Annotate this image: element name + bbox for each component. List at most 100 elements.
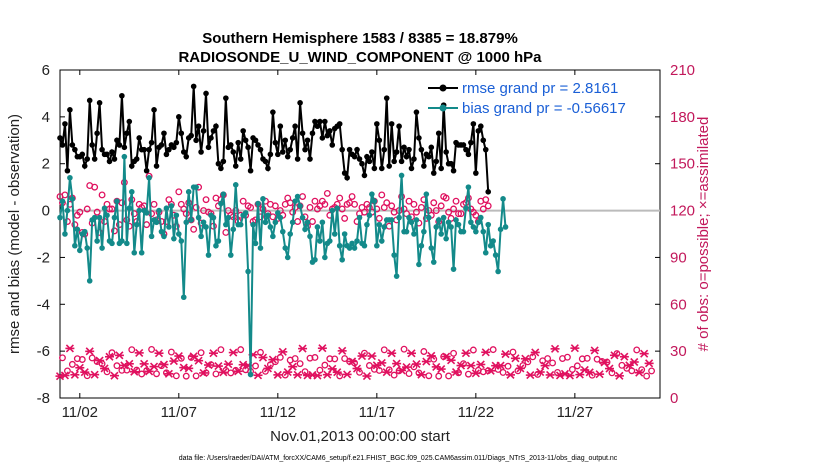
possible-marker	[252, 362, 259, 370]
point-bias	[262, 219, 269, 226]
possible-marker	[519, 362, 527, 370]
possible-marker	[341, 214, 349, 222]
point-bias	[470, 224, 477, 230]
possible-marker	[331, 355, 339, 363]
point-rmse	[94, 130, 100, 137]
assimilated-marker	[139, 359, 149, 368]
point-rmse	[460, 142, 467, 148]
x-tick-label: 11/02	[62, 404, 98, 421]
point-rmse	[378, 165, 385, 172]
possible-marker	[432, 207, 440, 215]
point-bias	[369, 191, 375, 197]
point-rmse	[307, 156, 313, 162]
point-bias	[138, 249, 145, 256]
point-rmse	[151, 107, 157, 113]
possible-marker	[239, 197, 247, 205]
possible-marker	[348, 193, 356, 200]
point-bias	[166, 224, 172, 230]
point-bias	[180, 294, 187, 301]
possible-marker	[420, 348, 428, 355]
point-rmse	[72, 146, 78, 153]
point-bias	[292, 198, 298, 204]
possible-marker	[437, 202, 445, 210]
assimilated-marker	[342, 370, 352, 379]
point-rmse	[287, 146, 293, 153]
point-bias	[148, 233, 155, 240]
x-tick-label: 11/17	[359, 404, 395, 421]
point-bias	[57, 214, 63, 221]
point-bias	[282, 245, 289, 251]
point-bias	[81, 228, 88, 235]
point-bias	[230, 226, 237, 233]
point-rmse	[421, 163, 427, 169]
point-rmse	[272, 139, 279, 146]
point-bias	[203, 224, 209, 230]
y-right-tick-label: 180	[670, 109, 695, 126]
assimilated-marker	[402, 363, 412, 372]
point-bias	[297, 203, 303, 209]
assimilated-marker	[590, 346, 600, 355]
y-left-tick-label: 4	[42, 109, 50, 126]
possible-marker	[457, 210, 465, 218]
point-bias	[349, 240, 355, 247]
point-rmse	[411, 156, 417, 162]
point-rmse	[81, 163, 88, 169]
point-rmse	[213, 123, 219, 130]
point-rmse	[369, 149, 375, 155]
point-bias	[237, 221, 244, 228]
point-rmse	[218, 165, 224, 172]
point-bias	[465, 184, 472, 190]
point-rmse	[148, 139, 155, 146]
point-rmse	[109, 149, 115, 155]
possible-marker	[549, 359, 557, 367]
possible-marker	[618, 361, 626, 369]
series-line-rmse	[59, 86, 490, 192]
point-rmse	[141, 146, 147, 153]
x-axis-ticks: 11/02 11/07 11/12 11/17 11/22 11/27	[62, 70, 593, 421]
plot-area	[59, 69, 661, 399]
point-bias	[126, 205, 133, 212]
point-bias	[225, 214, 232, 221]
point-rmse	[240, 128, 246, 134]
possible-marker	[306, 203, 314, 211]
point-rmse	[262, 158, 269, 165]
assimilated-marker	[505, 370, 515, 379]
point-bias	[480, 228, 487, 235]
point-bias	[361, 242, 368, 249]
assimilated-marker	[501, 350, 511, 359]
point-rmse	[223, 95, 229, 101]
point-rmse	[396, 123, 402, 130]
point-bias	[91, 214, 98, 221]
point-bias	[354, 238, 360, 244]
point-rmse	[220, 158, 227, 165]
point-bias	[99, 245, 105, 251]
point-bias	[413, 217, 420, 223]
assimilated-marker	[619, 352, 629, 361]
possible-marker	[291, 355, 299, 363]
assimilated-marker	[441, 352, 451, 361]
point-rmse	[91, 156, 98, 162]
possible-marker	[108, 349, 116, 357]
possible-marker	[175, 188, 183, 196]
point-rmse	[302, 146, 308, 153]
possible-marker	[375, 214, 383, 222]
point-bias	[101, 205, 108, 212]
assimilated-marker	[377, 358, 387, 367]
point-rmse	[413, 109, 420, 115]
point-bias	[210, 214, 217, 221]
y-left-tick-label: 0	[42, 203, 50, 220]
point-bias	[77, 247, 83, 254]
point-bias	[200, 219, 207, 226]
possible-marker	[452, 197, 460, 205]
point-bias	[438, 231, 444, 237]
possible-marker	[365, 362, 373, 369]
chart-title-line1: Southern Hemisphere 1583 / 8385 = 18.879…	[202, 30, 518, 47]
point-bias	[188, 217, 194, 223]
point-bias	[111, 214, 118, 221]
y-left-tick-label: -8	[37, 390, 50, 407]
point-rmse	[477, 123, 484, 130]
point-bias	[173, 212, 180, 219]
assimilated-marker	[159, 360, 169, 369]
point-rmse	[473, 170, 479, 176]
point-rmse	[252, 137, 259, 144]
